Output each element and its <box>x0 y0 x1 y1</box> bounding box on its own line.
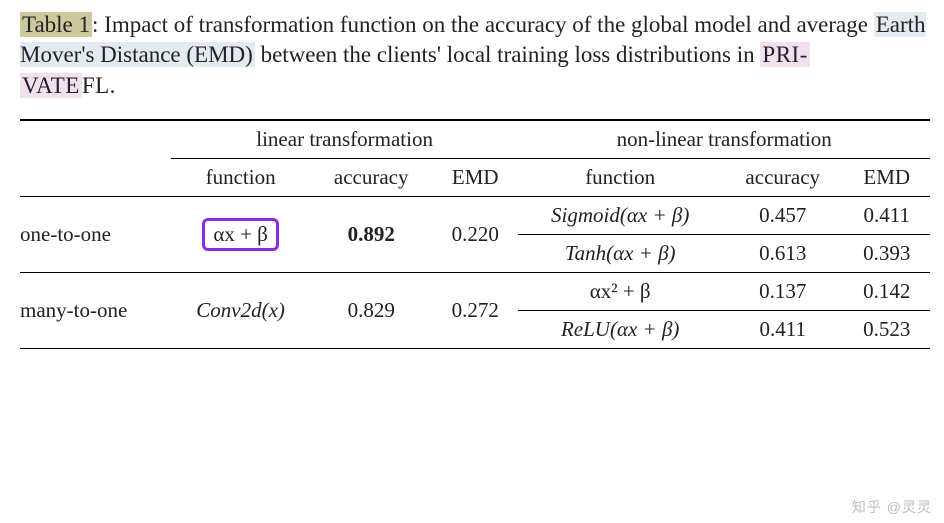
cell-func: Sigmoid(αx + β) <box>518 197 721 235</box>
cell-emd: 0.411 <box>844 197 930 235</box>
cell-emd: 0.393 <box>844 235 930 273</box>
caption-text-a: Impact of transformation function on the… <box>104 12 874 37</box>
header-blank <box>20 120 171 159</box>
header-blank-2 <box>20 159 171 197</box>
cell-emd: 0.220 <box>432 197 518 273</box>
watermark: 知乎 @灵灵 <box>852 497 932 517</box>
caption-sep: : <box>92 12 104 37</box>
header-row-1: linear transformation non-linear transfo… <box>20 120 930 159</box>
cell-emd: 0.272 <box>432 273 518 349</box>
cell-acc: 0.613 <box>722 235 844 273</box>
cell-func: ReLU(αx + β) <box>518 311 721 349</box>
cell-acc: 0.892 <box>310 197 432 273</box>
col-emd-n: EMD <box>844 159 930 197</box>
col-function-l: function <box>171 159 311 197</box>
col-emd-l: EMD <box>432 159 518 197</box>
highlight-box: αx + β <box>202 218 279 251</box>
cell-acc: 0.137 <box>722 273 844 311</box>
header-row-2: function accuracy EMD function accuracy … <box>20 159 930 197</box>
caption-period: . <box>110 73 116 98</box>
cell-func: Conv2d(x) <box>171 273 311 349</box>
row-label-many: many-to-one <box>20 273 171 349</box>
row-label-one: one-to-one <box>20 197 171 273</box>
col-accuracy-l: accuracy <box>310 159 432 197</box>
cell-emd: 0.523 <box>844 311 930 349</box>
cell-linear-func-highlight: αx + β <box>171 197 311 273</box>
cell-acc: 0.829 <box>310 273 432 349</box>
privatefl-part-c: FL <box>82 73 110 98</box>
privatefl-part-b: VATE <box>20 73 82 98</box>
results-table: linear transformation non-linear transfo… <box>20 119 930 349</box>
cell-func: αx² + β <box>518 273 721 311</box>
caption-text-b: between the clients' local training loss… <box>255 42 761 67</box>
col-accuracy-n: accuracy <box>722 159 844 197</box>
header-linear: linear transformation <box>171 120 519 159</box>
col-function-n: function <box>518 159 721 197</box>
table-caption: Table 1: Impact of transformation functi… <box>20 10 930 101</box>
cell-acc: 0.457 <box>722 197 844 235</box>
cell-acc: 0.411 <box>722 311 844 349</box>
cell-emd: 0.142 <box>844 273 930 311</box>
table-row: many-to-one Conv2d(x) 0.829 0.272 αx² + … <box>20 273 930 311</box>
table-label: Table 1 <box>20 12 92 37</box>
table-row: one-to-one αx + β 0.892 0.220 Sigmoid(αx… <box>20 197 930 235</box>
privatefl-part-a: PRI- <box>760 42 809 67</box>
cell-func: Tanh(αx + β) <box>518 235 721 273</box>
header-nonlinear: non-linear transformation <box>518 120 930 159</box>
